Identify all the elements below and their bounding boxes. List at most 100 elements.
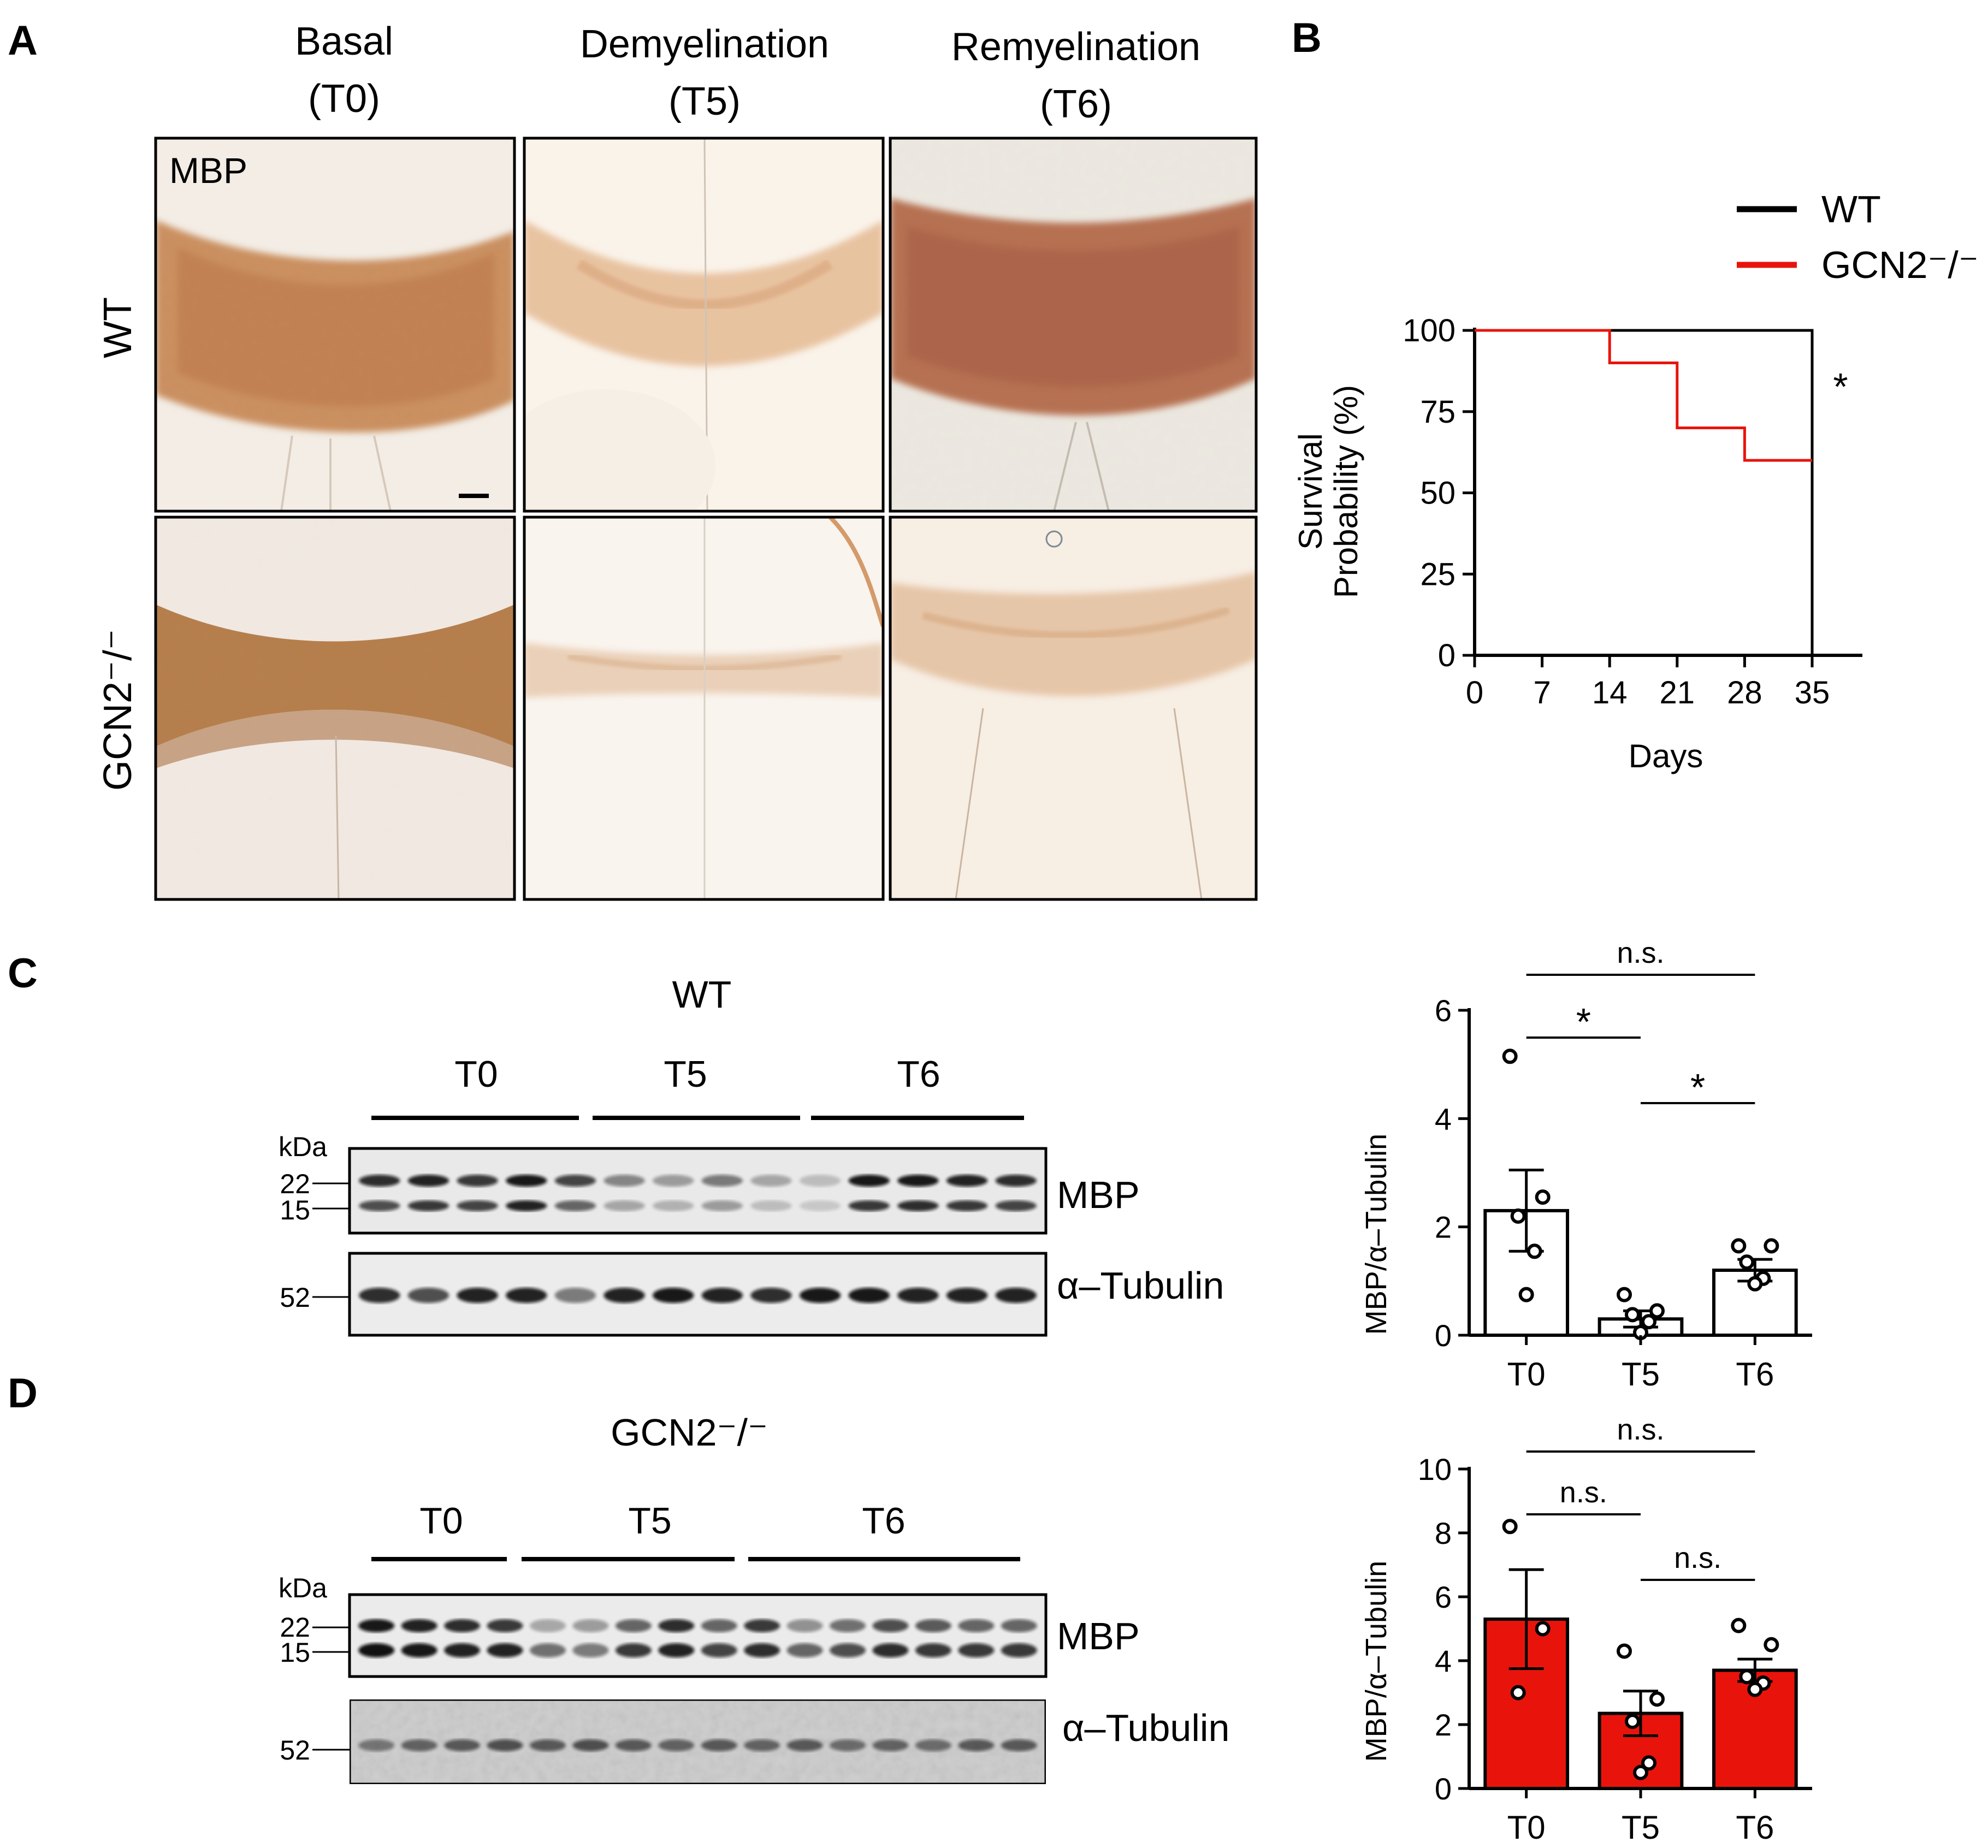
band xyxy=(1001,1643,1037,1657)
data-point xyxy=(1617,1643,1632,1659)
band xyxy=(603,1175,645,1187)
band xyxy=(554,1200,596,1211)
band xyxy=(995,1200,1037,1211)
band xyxy=(444,1739,481,1751)
band xyxy=(407,1175,449,1187)
column-header-remyelination-time: (T6) xyxy=(1040,82,1112,126)
band xyxy=(701,1175,743,1187)
band xyxy=(872,1643,909,1657)
band xyxy=(701,1619,737,1632)
marker-22: 22 xyxy=(280,1169,310,1199)
band xyxy=(799,1200,841,1211)
band xyxy=(897,1175,939,1187)
band xyxy=(958,1619,995,1632)
y-tick-label: 0 xyxy=(1435,1318,1452,1353)
micrograph-gcn2-t5 xyxy=(523,516,885,901)
y-axis-label-line2: Probability (%) xyxy=(1328,385,1364,598)
blot-group-label-t6: T6 xyxy=(862,1500,905,1542)
column-header-demyelination: Demyelination xyxy=(580,22,829,66)
blot-group-label-t6: T6 xyxy=(897,1053,940,1095)
marker-52: 52 xyxy=(280,1282,310,1313)
x-axis-label: Days xyxy=(1629,738,1703,774)
band xyxy=(444,1643,481,1657)
data-point xyxy=(1764,1238,1779,1254)
band xyxy=(615,1643,652,1657)
band xyxy=(487,1643,523,1657)
micrograph-gcn2-t6 xyxy=(889,516,1258,901)
data-point xyxy=(1502,1049,1518,1064)
data-point xyxy=(1510,1685,1526,1701)
band xyxy=(958,1643,995,1657)
y-tick-label: 0 xyxy=(1438,638,1455,673)
band xyxy=(915,1619,951,1632)
band xyxy=(658,1739,695,1751)
x-tick-label: T0 xyxy=(1507,1809,1546,1846)
panel-c-letter: C xyxy=(8,950,38,997)
y-tick-label: 2 xyxy=(1435,1210,1452,1245)
kda-label: kDa xyxy=(279,1573,327,1603)
column-header-demyelination-time: (T5) xyxy=(668,80,741,123)
x-tick-label: T5 xyxy=(1622,1809,1660,1846)
band xyxy=(506,1175,547,1187)
band xyxy=(872,1739,909,1751)
band xyxy=(401,1739,437,1751)
tubulin-band-lanes xyxy=(359,1288,1037,1303)
band xyxy=(872,1619,909,1632)
panel-b-letter: B xyxy=(1292,15,1322,61)
band xyxy=(897,1200,939,1211)
data-point xyxy=(1731,1238,1747,1254)
y-tick-label: 6 xyxy=(1435,993,1452,1028)
data-point xyxy=(1526,1243,1542,1259)
x-tick-label: 21 xyxy=(1660,675,1695,710)
data-point xyxy=(1510,1208,1526,1224)
band xyxy=(457,1200,498,1211)
data-point xyxy=(1641,1755,1656,1771)
blot-group-label-t0: T0 xyxy=(419,1500,463,1542)
band xyxy=(1001,1739,1037,1751)
marker-15: 15 xyxy=(280,1637,310,1668)
band xyxy=(457,1288,498,1303)
band xyxy=(750,1288,792,1303)
y-tick-label: 8 xyxy=(1435,1516,1452,1550)
comparison-label: n.s. xyxy=(1560,1476,1607,1509)
x-tick-label: 35 xyxy=(1795,675,1830,710)
band-label-mbp: MBP xyxy=(1057,1174,1140,1216)
y-axis-label: MBP/α–Tubulin xyxy=(1360,1561,1393,1762)
band xyxy=(407,1288,449,1303)
y-tick-label: 75 xyxy=(1420,394,1455,430)
y-tick-label: 50 xyxy=(1420,476,1455,511)
band xyxy=(658,1643,695,1657)
comparison-label: * xyxy=(1576,1000,1591,1043)
band xyxy=(750,1175,792,1187)
band xyxy=(701,1200,743,1211)
column-header-basal-time: (T0) xyxy=(308,77,380,121)
mbp-band-lanes xyxy=(358,1619,1037,1657)
blot-mbp xyxy=(348,1147,1048,1235)
band xyxy=(653,1175,694,1187)
band xyxy=(946,1175,988,1187)
band xyxy=(848,1175,890,1187)
data-point xyxy=(1518,1287,1534,1302)
band xyxy=(407,1200,449,1211)
band xyxy=(572,1739,609,1751)
stain-label-mbp: MBP xyxy=(169,150,247,191)
band xyxy=(848,1200,890,1211)
band xyxy=(946,1288,988,1303)
band xyxy=(995,1175,1037,1187)
data-point xyxy=(1731,1618,1747,1633)
marker-22: 22 xyxy=(280,1612,310,1643)
band xyxy=(848,1288,890,1303)
y-tick-label: 10 xyxy=(1418,1452,1452,1486)
band xyxy=(915,1643,951,1657)
band xyxy=(554,1175,596,1187)
band xyxy=(359,1175,400,1187)
band xyxy=(701,1288,743,1303)
legend-label-wt: WT xyxy=(1821,188,1881,230)
band xyxy=(915,1739,951,1751)
y-axis-label-line1: Survival xyxy=(1292,433,1329,549)
band xyxy=(572,1619,609,1632)
data-point xyxy=(1747,1681,1763,1697)
panel-a: A Basal (T0) Demyelination (T5) Remyelin… xyxy=(8,17,1258,901)
panel-c: C WT T0 T5 T6 kDa 22 15 52 MBP α–Tubulin… xyxy=(8,937,1812,1393)
x-tick-label: 14 xyxy=(1592,675,1628,710)
